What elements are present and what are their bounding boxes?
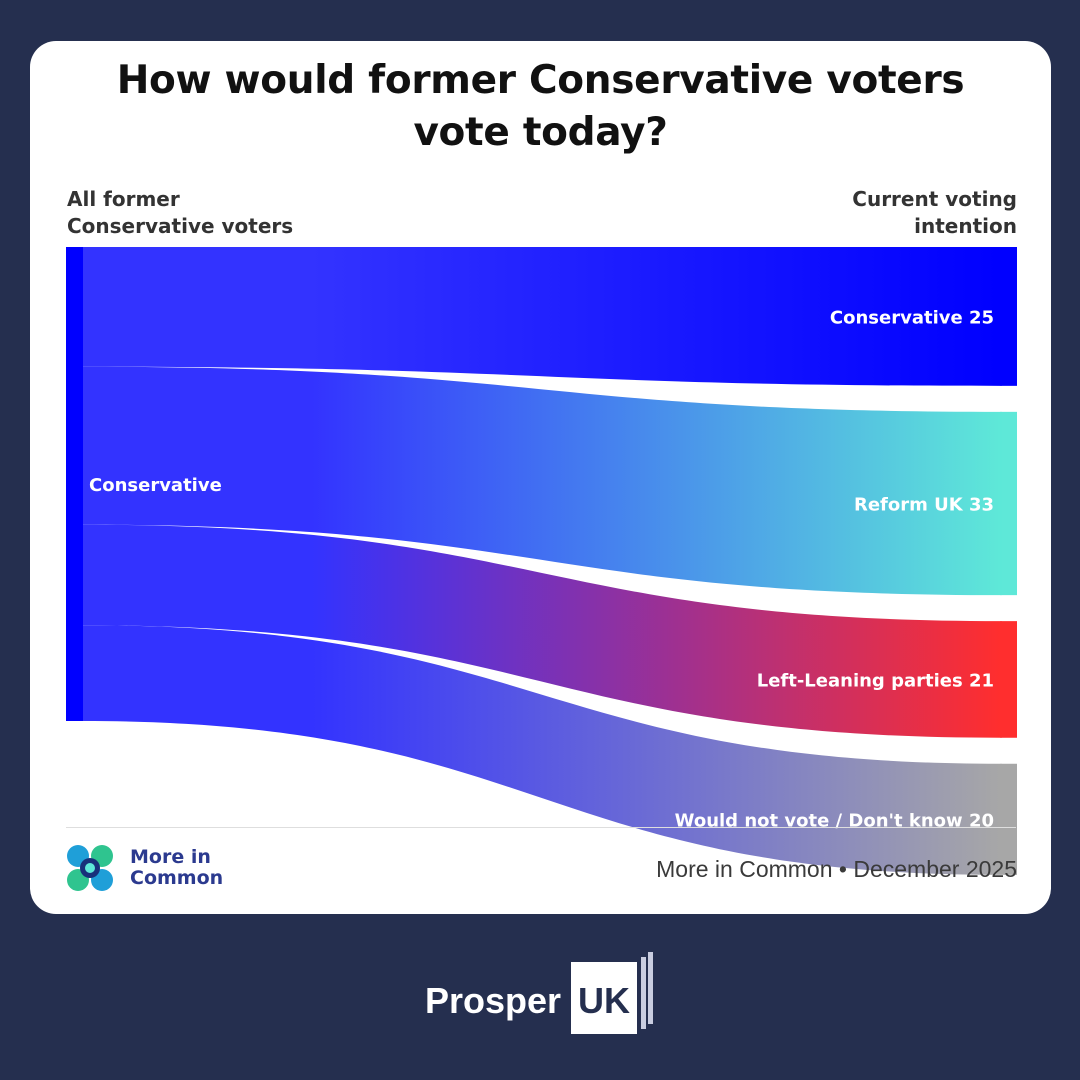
target-node-edge-1 xyxy=(1000,411,1002,596)
sankey-chart: Conservative 25 Reform UK 33 Left-Leaning … xyxy=(66,247,1017,875)
target-node-label-2: Left-Leaning parties 21 xyxy=(757,670,994,691)
source-credit: More in Common • December 2025 xyxy=(656,856,1017,882)
sankey-labels: Conservative 25 Reform UK 33 Left-Leaning … xyxy=(89,307,994,831)
target-header-line-1: Current voting xyxy=(852,187,1017,211)
source-node-bar xyxy=(66,247,83,721)
sankey-flow-3 xyxy=(83,625,1000,875)
footer-divider xyxy=(66,827,1016,828)
source-header-line-2: Conservative voters xyxy=(67,214,294,238)
sankey-flow-1 xyxy=(83,366,1000,596)
target-node-label-0: Conservative 25 xyxy=(830,307,994,328)
sankey-flow-2 xyxy=(83,524,1000,738)
more-in-common-logo-icon xyxy=(67,845,113,891)
chart-card: How would former Conservative voters vot… xyxy=(30,41,1051,914)
target-node-label-3: Would not vote / Don't know 20 xyxy=(675,810,994,831)
brand-stack-line-icon xyxy=(641,957,646,1029)
sankey-flows xyxy=(83,247,1000,875)
sankey-flow-0 xyxy=(83,247,1000,386)
target-node-bar-2 xyxy=(1000,621,1017,738)
brand-wordmark: Prosper xyxy=(425,980,562,1021)
target-node-bar-0 xyxy=(1000,247,1017,386)
source-header-line-1: All former xyxy=(67,187,180,211)
logo-line-2: Common xyxy=(130,867,224,889)
chart-title-line-1: How would former Conservative voters xyxy=(116,58,965,103)
chart-title: How would former Conservative voters vot… xyxy=(30,55,1051,159)
brand-uk-text: UK xyxy=(578,980,630,1021)
target-node-label-1: Reform UK 33 xyxy=(854,494,994,515)
sankey-nodes xyxy=(66,247,1017,875)
target-header-line-2: intention xyxy=(914,214,1017,238)
brand-stack-line-icon xyxy=(648,952,653,1024)
target-node-bar-3 xyxy=(1000,763,1017,875)
source-node-label: Conservative xyxy=(89,475,222,496)
target-node-edge-2 xyxy=(1000,621,1002,738)
target-node-edge-0 xyxy=(1000,247,1002,386)
chart-title-line-2: vote today? xyxy=(413,110,668,155)
target-node-edge-3 xyxy=(1000,763,1002,875)
source-column-header: All former Conservative voters xyxy=(67,186,293,240)
target-node-bar-1 xyxy=(1000,411,1017,596)
target-column-header: Current voting intention xyxy=(852,186,1017,240)
logo-line-1: More in xyxy=(130,846,211,868)
brand-uk-box xyxy=(571,962,637,1034)
logo-wordmark: More in Common xyxy=(130,847,223,889)
